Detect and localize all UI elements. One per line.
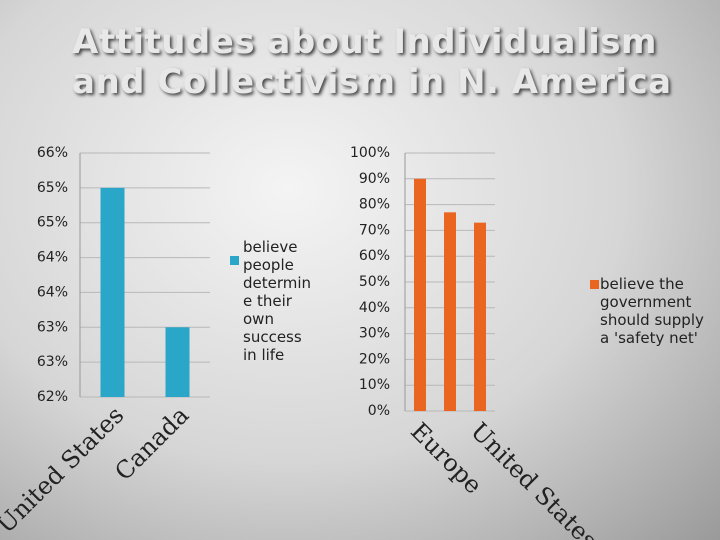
y-tick-label: 90% [359, 171, 390, 187]
y-tick-label: 65% [37, 180, 68, 196]
y-tick-label: 10% [359, 377, 390, 393]
bar [414, 178, 426, 411]
bar [165, 327, 190, 397]
bar [100, 187, 125, 397]
y-tick-label: 63% [37, 319, 68, 335]
y-tick-label: 30% [359, 326, 390, 342]
y-tick-label: 40% [359, 300, 390, 316]
y-tick-label: 65% [37, 215, 68, 231]
slide-title: Attitudes about Individualism and Collec… [72, 22, 672, 102]
bar [444, 212, 456, 411]
bar [474, 222, 486, 411]
y-tick-label: 64% [37, 284, 68, 300]
y-tick-label: 0% [368, 403, 390, 419]
y-tick-label: 100% [350, 145, 390, 161]
legend-swatch [590, 280, 599, 289]
legend-label: believe the government should supply a '… [600, 275, 704, 347]
x-tick-label: United States [0, 401, 129, 539]
y-tick-label: 70% [359, 222, 390, 238]
y-tick-label: 80% [359, 197, 390, 213]
y-tick-label: 63% [37, 354, 68, 370]
legend-label: believe people determine their own succe… [243, 238, 312, 364]
y-tick-label: 62% [37, 389, 68, 405]
legend-swatch [230, 256, 239, 265]
y-tick-label: 20% [359, 351, 390, 367]
y-tick-label: 66% [37, 145, 68, 161]
y-tick-label: 60% [359, 248, 390, 264]
y-tick-label: 50% [359, 274, 390, 290]
y-tick-label: 64% [37, 250, 68, 266]
